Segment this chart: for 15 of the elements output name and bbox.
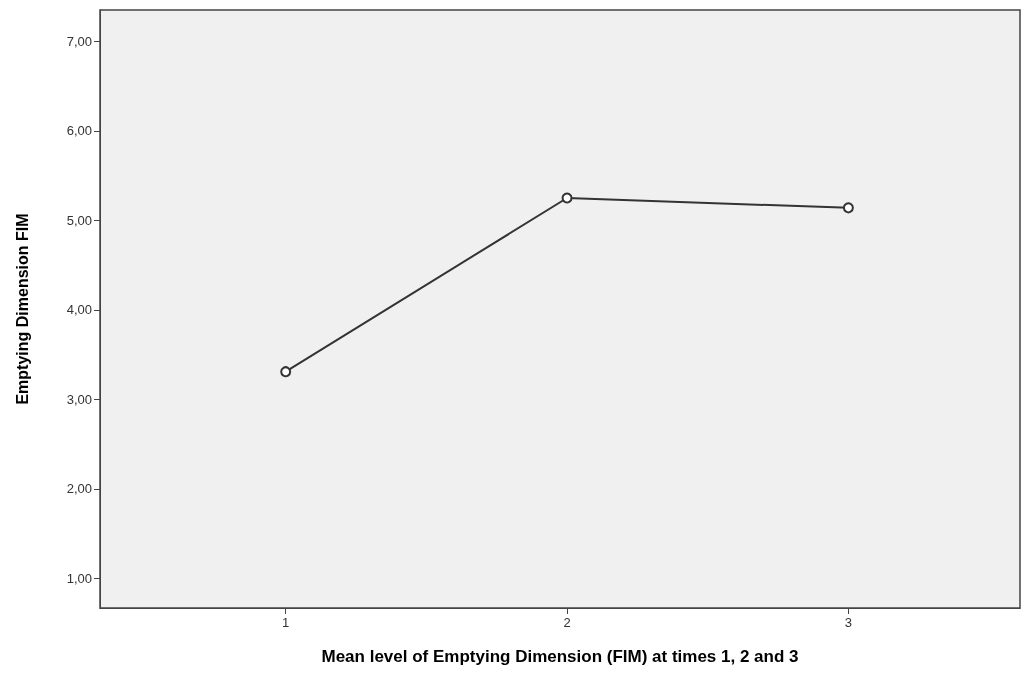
y-tick-label: 2,00 bbox=[66, 481, 92, 497]
y-tick-label: 6,00 bbox=[66, 123, 92, 139]
point bbox=[280, 366, 292, 378]
y-tick-label: 3,00 bbox=[66, 391, 92, 407]
y-tick-label: 4,00 bbox=[66, 302, 92, 318]
y-tick-label: 1,00 bbox=[66, 570, 92, 586]
x-tick-label: 1 bbox=[282, 615, 290, 630]
y-tick-label: 5,00 bbox=[66, 212, 92, 228]
point bbox=[842, 202, 854, 214]
point bbox=[561, 192, 573, 204]
y-tick-label: 7,00 bbox=[66, 33, 92, 49]
x-tick-label: 3 bbox=[844, 615, 852, 630]
x-axis-title: Mean level of Emptying Dimension (FIM) at times 1, 2 and 3 bbox=[321, 647, 799, 666]
x-tick-label: 2 bbox=[563, 615, 571, 630]
y-axis-title: Emptying Dimension FIM bbox=[13, 213, 31, 405]
